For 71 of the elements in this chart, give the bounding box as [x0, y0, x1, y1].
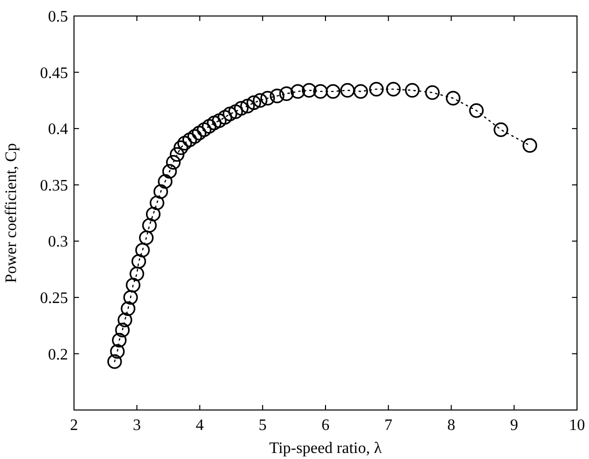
point	[158, 174, 172, 189]
y-tick-label: 0.25	[40, 290, 68, 308]
point	[153, 184, 168, 199]
point	[115, 322, 130, 338]
x-tick-label: 9	[510, 417, 518, 434]
point	[139, 230, 154, 246]
point	[290, 84, 306, 99]
point	[182, 132, 197, 148]
y-tick-label: 0.35	[40, 177, 68, 194]
point	[446, 90, 460, 106]
point	[135, 242, 150, 258]
point	[206, 116, 222, 130]
point	[302, 82, 316, 98]
point	[246, 95, 262, 110]
point	[218, 110, 232, 125]
point	[120, 301, 136, 316]
point	[146, 206, 161, 222]
point	[340, 82, 355, 98]
point	[313, 84, 328, 99]
point	[202, 119, 216, 134]
point	[326, 84, 340, 99]
y-tick-label: 0.4	[48, 121, 68, 138]
point	[425, 85, 440, 100]
point	[240, 98, 255, 114]
point	[196, 122, 212, 137]
point	[112, 332, 127, 348]
x-tick-label: 3	[132, 417, 141, 434]
point	[142, 218, 157, 233]
x-tick-label: 6	[322, 417, 330, 434]
y-tick-label: 0.2	[48, 346, 68, 364]
point	[404, 82, 420, 98]
point	[110, 344, 125, 359]
point	[170, 147, 184, 162]
point	[279, 86, 294, 101]
point	[252, 93, 268, 108]
x-axis-title: Tip-speed ratio, λ	[269, 440, 382, 457]
point	[107, 354, 122, 369]
x-tick-label: 7	[384, 417, 392, 434]
y-tick-label: 0.45	[40, 64, 68, 82]
point	[260, 90, 275, 106]
point	[187, 129, 202, 144]
point	[212, 113, 227, 128]
point	[131, 254, 146, 269]
point	[234, 101, 249, 116]
x-tick-label: 8	[447, 417, 456, 434]
point	[469, 103, 484, 118]
point	[123, 290, 138, 305]
y-axis-title: Power coefficient, Cp	[3, 143, 20, 283]
point	[162, 164, 177, 179]
point	[177, 136, 192, 151]
point	[270, 88, 284, 104]
y-tick-label: 0.3	[48, 234, 68, 251]
point	[522, 138, 538, 153]
point	[166, 155, 181, 170]
point	[353, 84, 368, 99]
point	[150, 196, 164, 210]
point	[126, 278, 140, 292]
x-tick-label: 10	[569, 417, 585, 434]
x-tick-label: 2	[70, 417, 78, 434]
x-tick-label: 5	[258, 417, 267, 434]
point	[174, 140, 188, 156]
point	[228, 104, 243, 119]
point	[222, 106, 238, 122]
point	[192, 126, 206, 140]
point	[494, 122, 508, 137]
x-tick-label: 4	[196, 417, 204, 434]
point	[130, 266, 144, 282]
point	[118, 312, 132, 328]
point	[369, 82, 384, 96]
point	[386, 82, 401, 96]
y-tick-label: 0.5	[48, 8, 68, 26]
